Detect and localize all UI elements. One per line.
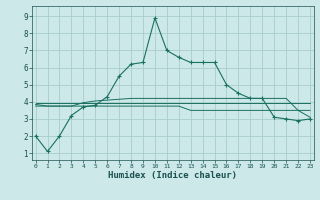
X-axis label: Humidex (Indice chaleur): Humidex (Indice chaleur) [108, 171, 237, 180]
